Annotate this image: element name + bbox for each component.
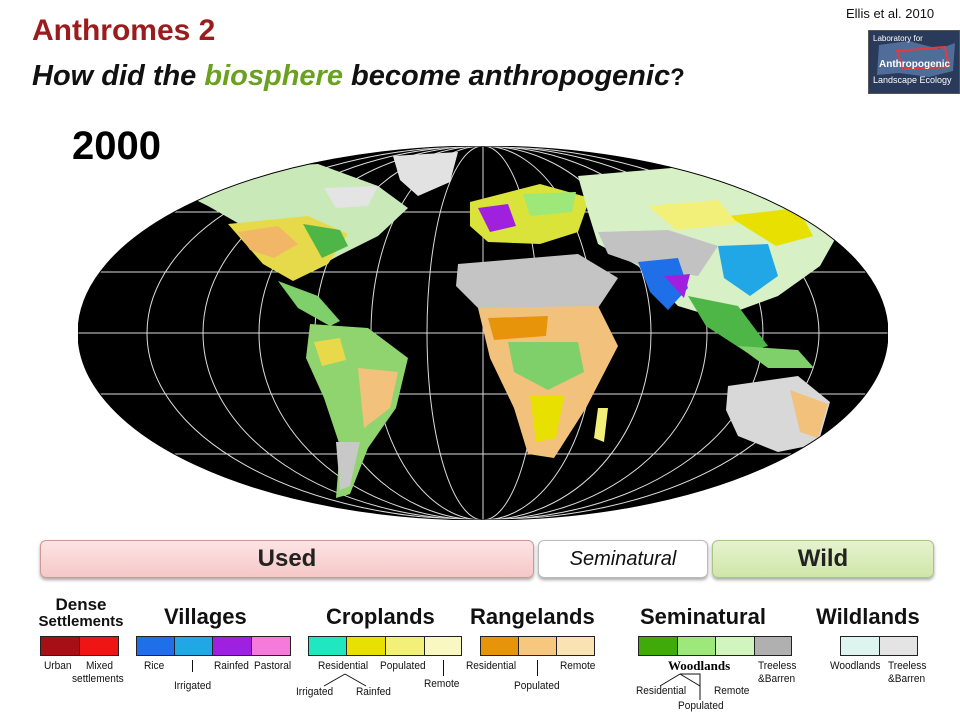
swatch-seminatural-populated-woodlands [677,636,716,656]
rangelands-heading: Rangelands [470,604,595,629]
swatch-seminatural-treeless-barren [754,636,792,656]
subtitle-text-start: How did the [32,60,205,92]
label-croplands-remote: Remote [424,678,460,690]
continent-australia [726,376,830,452]
continent-south-america [306,324,408,498]
swatch-villages-irrigated [174,636,213,656]
swatch-croplands-remote [424,636,462,656]
label-seminatural-treeless: Treeless [758,660,797,672]
dense-heading-line-1: Dense [55,595,107,614]
dense-settlements-heading: Dense Settlements [26,596,136,630]
swatch-seminatural-remote-woodlands [715,636,755,656]
villages-heading: Villages [164,604,247,629]
page-title: Anthromes 2 [32,14,216,47]
continent-asia [578,164,848,352]
swatch-croplands-populated [385,636,425,656]
label-villages-rainfed: Rainfed [214,660,249,672]
logo-line-3: Landscape Ecology [873,75,952,85]
dense-heading-line-2: Settlements [38,613,124,630]
swatch-villages-rainfed [212,636,252,656]
subtitle-highlight: biosphere [204,60,343,92]
lab-logo: Laboratory for Anthropogenic Landscape E… [868,30,960,94]
swatch-seminatural-residential-woodlands [638,636,678,656]
tick-villages-irrigated [192,660,193,672]
label-rangelands-remote: Remote [560,660,596,672]
label-wildlands-treeless: Treeless [888,660,927,672]
swatch-wildlands-woodlands [840,636,880,656]
tick-croplands-remote [443,660,444,676]
subtitle-question-mark: ? [670,64,685,91]
swatch-rangelands-residential [480,636,519,656]
label-rangelands-residential: Residential [466,660,517,672]
used-category-bar: Used [40,540,534,578]
label-seminatural-woodlands: Woodlands [668,658,731,673]
seminatural-category-bar: Seminatural [538,540,708,578]
label-villages-irrigated: Irrigated [174,680,212,692]
world-anthromes-map [78,146,888,520]
wildlands-heading: Wildlands [816,604,920,629]
swatch-villages-pastoral [251,636,291,656]
label-wildlands-woodlands: Woodlands [830,660,881,672]
label-rangelands-populated: Populated [514,680,560,692]
swatch-urban [40,636,80,656]
swatch-villages-rice [136,636,175,656]
swatch-croplands-residential-rainfed [346,636,386,656]
citation: Ellis et al. 2010 [846,6,935,21]
swatch-wildlands-treeless-barren [879,636,918,656]
label-seminatural-barren: &Barren [758,673,796,685]
map-graticule [78,146,888,520]
continent-sahara [456,254,618,316]
tick-rangelands-populated [537,660,538,676]
page-subtitle: How did the biosphere become anthropogen… [32,60,685,93]
label-croplands-populated: Populated [380,660,426,672]
label-seminatural-remote: Remote [714,685,750,697]
continent-se-asia-islands [738,346,814,368]
label-settlements: settlements [72,673,124,685]
continent-north-america [168,164,408,326]
logo-line-2: Anthropogenic [879,59,951,70]
continent-europe [470,184,590,244]
label-seminatural-residential: Residential [636,685,687,697]
wild-category-bar: Wild [712,540,934,578]
label-villages-rice: Rice [144,660,165,672]
label-villages-pastoral: Pastoral [254,660,292,672]
label-croplands-rainfed: Rainfed [356,686,391,698]
swatch-rangelands-remote [556,636,595,656]
logo-graphic [869,31,959,93]
swatch-rangelands-populated [518,636,557,656]
label-croplands-residential: Residential [318,660,369,672]
continent-greenland [393,152,458,196]
swatch-croplands-residential-irrigated [308,636,347,656]
label-wildlands-barren: &Barren [888,673,926,685]
label-mixed: Mixed [86,660,113,672]
seminatural-heading: Seminatural [640,604,766,629]
continent-africa [478,306,618,458]
subtitle-text-end: become anthropogenic [342,60,671,92]
label-croplands-irrigated: Irrigated [296,686,334,698]
swatch-mixed-settlements [79,636,119,656]
label-urban: Urban [44,660,72,672]
label-seminatural-populated: Populated [678,700,724,712]
map-year: 2000 [72,124,161,168]
logo-line-1: Laboratory for [873,34,923,43]
croplands-heading: Croplands [326,604,435,629]
